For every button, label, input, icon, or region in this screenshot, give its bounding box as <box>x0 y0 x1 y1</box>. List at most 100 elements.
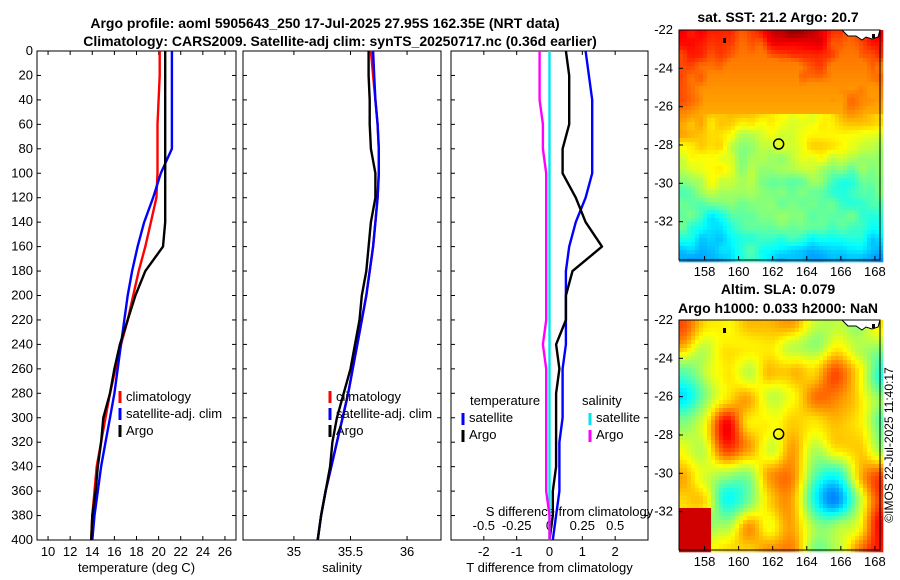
heatmap-cell <box>863 234 867 238</box>
heatmap-cell <box>703 364 707 368</box>
heatmap-cell <box>771 158 775 162</box>
heatmap-cell <box>835 62 839 66</box>
heatmap-cell <box>739 54 743 58</box>
heatmap-cell <box>715 114 719 118</box>
heatmap-cell <box>723 364 727 368</box>
heatmap-cell <box>815 332 819 336</box>
heatmap-cell <box>679 234 683 238</box>
heatmap-cell <box>775 102 779 106</box>
heatmap-cell <box>787 102 791 106</box>
heatmap-cell <box>783 134 787 138</box>
heatmap-cell <box>839 428 843 432</box>
heatmap-cell <box>755 420 759 424</box>
heatmap-cell <box>783 178 787 182</box>
heatmap-cell <box>875 222 879 226</box>
heatmap-cell <box>763 146 767 150</box>
heatmap-cell <box>759 356 763 360</box>
heatmap-cell <box>731 396 735 400</box>
heatmap-cell <box>775 234 779 238</box>
heatmap-cell <box>803 50 807 54</box>
heatmap-cell <box>863 86 867 90</box>
heatmap-cell <box>775 388 779 392</box>
x-tick-label: 166 <box>830 264 852 279</box>
heatmap-cell <box>831 254 835 258</box>
heatmap-cell <box>767 94 771 98</box>
heatmap-cell <box>807 46 811 50</box>
heatmap-cell <box>735 174 739 178</box>
heatmap-cell <box>807 242 811 246</box>
heatmap-cell <box>863 440 867 444</box>
heatmap-cell <box>679 154 683 158</box>
heatmap-cell <box>815 142 819 146</box>
heatmap-cell <box>835 94 839 98</box>
heatmap-cell <box>759 412 763 416</box>
heatmap-cell <box>735 440 739 444</box>
y-tick-label: 40 <box>19 92 33 107</box>
heatmap-cell <box>727 106 731 110</box>
heatmap-cell <box>827 102 831 106</box>
heatmap-cell <box>767 178 771 182</box>
heatmap-cell <box>791 246 795 250</box>
heatmap-cell <box>731 134 735 138</box>
heatmap-cell <box>747 230 751 234</box>
heatmap-cell <box>851 38 855 42</box>
heatmap-cell <box>843 222 847 226</box>
heatmap-cell <box>687 380 691 384</box>
heatmap-cell <box>707 218 711 222</box>
heatmap-cell <box>847 328 851 332</box>
heatmap-cell <box>799 222 803 226</box>
heatmap-cell <box>719 90 723 94</box>
heatmap-cell <box>871 182 875 186</box>
heatmap-cell <box>707 54 711 58</box>
heatmap-cell <box>763 58 767 62</box>
heatmap-cell <box>715 412 719 416</box>
heatmap-cell <box>855 70 859 74</box>
heatmap-cell <box>731 444 735 448</box>
heatmap-cell <box>811 194 815 198</box>
heatmap-cell <box>771 456 775 460</box>
heatmap-cell <box>831 110 835 114</box>
heatmap-cell <box>771 392 775 396</box>
heatmap-cell <box>687 126 691 130</box>
heatmap-cell <box>691 440 695 444</box>
heatmap-cell <box>867 150 871 154</box>
heatmap-cell <box>799 170 803 174</box>
heatmap-cell <box>811 400 815 404</box>
heatmap-cell <box>835 78 839 82</box>
heatmap-cell <box>707 412 711 416</box>
heatmap-cell <box>743 424 747 428</box>
heatmap-cell <box>691 360 695 364</box>
heatmap-cell <box>683 320 687 324</box>
heatmap-cell <box>827 118 831 122</box>
heatmap-cell <box>759 38 763 42</box>
heatmap-cell <box>863 424 867 428</box>
heatmap-cell <box>831 62 835 66</box>
heatmap-cell <box>847 356 851 360</box>
heatmap-cell <box>723 146 727 150</box>
heatmap-cell <box>707 178 711 182</box>
heatmap-cell <box>779 54 783 58</box>
heatmap-cell <box>735 320 739 324</box>
heatmap-cell <box>743 348 747 352</box>
heatmap-cell <box>867 404 871 408</box>
heatmap-cell <box>851 50 855 54</box>
heatmap-cell <box>703 54 707 58</box>
heatmap-cell <box>791 420 795 424</box>
heatmap-cell <box>795 94 799 98</box>
heatmap-cell <box>795 324 799 328</box>
heatmap-cell <box>823 102 827 106</box>
heatmap-cell <box>755 94 759 98</box>
heatmap-cell <box>711 364 715 368</box>
heatmap-cell <box>815 412 819 416</box>
heatmap-cell <box>727 66 731 70</box>
heatmap-cell <box>691 238 695 242</box>
heatmap-cell <box>819 146 823 150</box>
heatmap-cell <box>871 222 875 226</box>
heatmap-cell <box>783 230 787 234</box>
heatmap-cell <box>751 150 755 154</box>
heatmap-cell <box>687 154 691 158</box>
heatmap-cell <box>795 234 799 238</box>
heatmap-cell <box>811 360 815 364</box>
heatmap-cell <box>775 222 779 226</box>
heatmap-cell <box>843 214 847 218</box>
